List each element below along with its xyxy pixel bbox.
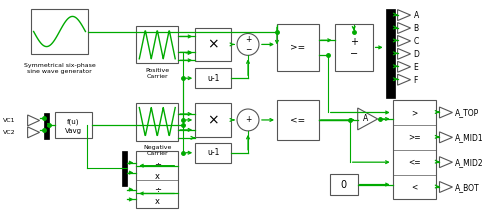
Polygon shape: [398, 10, 410, 21]
Text: <=: <=: [290, 115, 306, 125]
Text: +
−: + −: [245, 35, 251, 54]
Polygon shape: [398, 61, 410, 72]
Bar: [136, 26, 178, 63]
Text: VC1: VC1: [2, 119, 15, 123]
Polygon shape: [28, 115, 40, 126]
Text: Vavg: Vavg: [65, 128, 82, 134]
Text: VC2: VC2: [2, 130, 16, 135]
Text: D: D: [414, 50, 420, 59]
Text: x: x: [155, 172, 160, 181]
Text: −: −: [350, 49, 358, 59]
Text: E: E: [414, 63, 418, 72]
Bar: [136, 103, 178, 141]
Text: A: A: [362, 115, 368, 123]
Circle shape: [237, 109, 259, 131]
Text: u-1: u-1: [207, 74, 220, 83]
Text: >=: >=: [408, 133, 421, 142]
Text: Negative
Carrier: Negative Carrier: [143, 145, 172, 156]
Bar: [54, 112, 92, 138]
Bar: [195, 143, 231, 163]
Bar: [277, 24, 319, 71]
Bar: [122, 151, 128, 186]
Text: >: >: [412, 108, 418, 117]
Bar: [30, 9, 88, 54]
Text: ×: ×: [208, 38, 219, 52]
Polygon shape: [398, 48, 410, 59]
Bar: [195, 28, 231, 61]
Text: f(u): f(u): [67, 119, 80, 125]
Text: A_TOP: A_TOP: [456, 109, 479, 117]
Text: +: +: [350, 38, 358, 48]
Text: ÷: ÷: [154, 160, 161, 169]
Polygon shape: [440, 182, 452, 192]
Text: B: B: [414, 24, 418, 33]
Polygon shape: [440, 132, 452, 143]
Text: A_BOT: A_BOT: [456, 183, 480, 192]
Polygon shape: [398, 23, 410, 34]
Text: A_MID1: A_MID1: [456, 133, 484, 142]
Text: x: x: [155, 197, 160, 206]
Polygon shape: [358, 108, 378, 130]
Bar: [195, 103, 231, 137]
Text: C: C: [414, 37, 419, 46]
Text: u-1: u-1: [207, 148, 220, 157]
Polygon shape: [398, 74, 410, 85]
Circle shape: [237, 34, 259, 55]
Text: A: A: [414, 11, 419, 20]
Text: Symmetrical six-phase
sine wave generator: Symmetrical six-phase sine wave generato…: [24, 63, 96, 74]
Polygon shape: [398, 36, 410, 46]
Text: >=: >=: [290, 43, 306, 52]
Text: <=: <=: [408, 158, 421, 167]
Bar: [277, 100, 319, 140]
Text: <: <: [412, 182, 418, 192]
Bar: [386, 9, 394, 98]
Text: F: F: [414, 76, 418, 85]
Polygon shape: [440, 107, 452, 118]
Text: ×: ×: [208, 113, 219, 127]
Bar: [392, 100, 436, 199]
Bar: [330, 174, 357, 195]
Text: ÷: ÷: [154, 185, 161, 194]
Text: A_MID2: A_MID2: [456, 158, 484, 167]
Polygon shape: [28, 127, 40, 138]
Polygon shape: [440, 157, 452, 168]
Text: +: +: [245, 115, 251, 125]
Bar: [136, 151, 178, 208]
Text: Positive
Carrier: Positive Carrier: [145, 68, 170, 79]
Text: 0: 0: [340, 180, 347, 190]
Bar: [195, 68, 231, 88]
Bar: [44, 113, 49, 139]
Bar: [335, 24, 372, 71]
